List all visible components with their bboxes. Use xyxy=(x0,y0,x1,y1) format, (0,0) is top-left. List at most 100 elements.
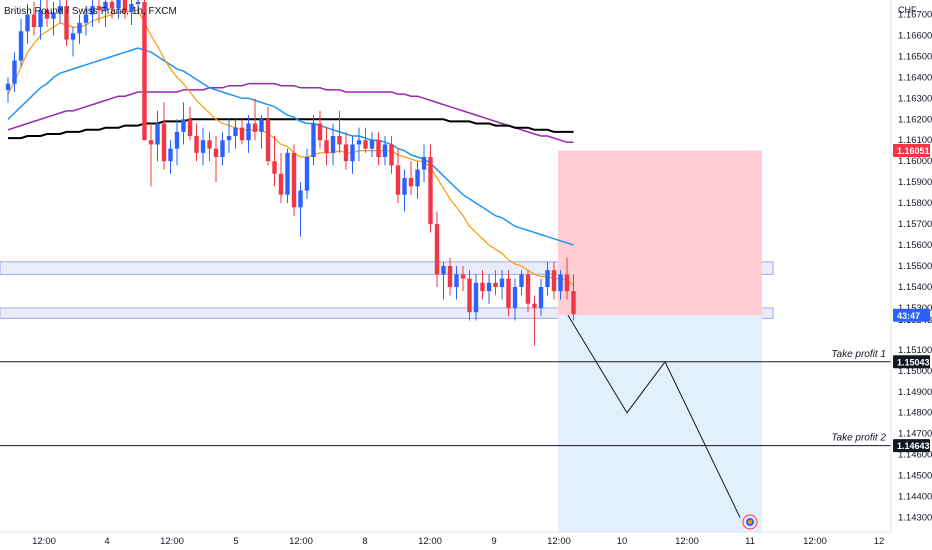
candle xyxy=(122,0,128,19)
candle xyxy=(551,261,557,300)
time-tick-label: 12:00 xyxy=(547,536,571,547)
support-zone[interactable] xyxy=(0,307,774,319)
candle xyxy=(434,211,440,287)
time-tick-label: 8 xyxy=(362,536,367,547)
price-tick-label: 1.16300 xyxy=(898,93,932,104)
price-tick-label: 1.14300 xyxy=(898,513,932,524)
candle xyxy=(538,278,544,317)
candle xyxy=(83,6,89,36)
price-tick-label: 1.14600 xyxy=(898,450,932,461)
candle xyxy=(285,148,290,204)
candle xyxy=(454,266,459,300)
candle xyxy=(532,295,537,346)
projection-line[interactable] xyxy=(567,315,741,518)
candle xyxy=(447,257,453,296)
candle xyxy=(356,127,362,162)
time-tick-label: 12:00 xyxy=(32,536,56,547)
target-zone[interactable] xyxy=(558,315,762,532)
candle xyxy=(304,148,310,199)
price-tag xyxy=(893,308,930,322)
candle xyxy=(239,119,245,145)
ema-slow-line xyxy=(7,82,574,144)
price-axis[interactable]: 1.14300 1.14400 1.14500 1.14600 1.14700 1.148… xyxy=(898,9,932,523)
candle xyxy=(109,0,115,19)
candle xyxy=(571,274,576,321)
price-tick-label: 1.16100 xyxy=(898,135,932,146)
candle xyxy=(259,115,264,149)
candle xyxy=(252,98,258,141)
candle xyxy=(200,127,206,166)
time-tick-label: 12:00 xyxy=(803,536,827,547)
price-tick-label: 1.15100 xyxy=(898,345,932,356)
candle xyxy=(77,14,82,44)
candle xyxy=(376,131,381,166)
candle xyxy=(135,0,141,15)
price-tick-label: 1.16400 xyxy=(898,72,932,83)
candle xyxy=(421,144,427,183)
stop-loss-zone[interactable] xyxy=(558,150,762,316)
candle xyxy=(337,110,342,153)
time-tick-label: 9 xyxy=(491,536,496,547)
projection-path[interactable] xyxy=(567,315,741,518)
time-tick-label: 10 xyxy=(617,536,628,547)
candle xyxy=(330,123,336,166)
candle xyxy=(161,102,167,170)
candle xyxy=(558,270,563,300)
candles-layer xyxy=(5,0,576,346)
candle xyxy=(317,110,323,149)
time-axis[interactable]: 12:00 4 12:00 5 12:00 8 12:00 9 12:00 10 12:00 11 12… xyxy=(32,536,884,547)
candle xyxy=(389,136,394,174)
price-tick-label: 1.14800 xyxy=(898,408,932,419)
candle xyxy=(324,127,329,166)
candle xyxy=(369,131,375,158)
take-profit-2-label: Take profit 2 xyxy=(831,433,886,444)
take-profit-1-label: Take profit 1 xyxy=(831,349,886,360)
price-tick-label: 1.15300 xyxy=(898,303,932,314)
price-tick-label: 1.15600 xyxy=(898,240,932,251)
candle xyxy=(350,136,355,174)
take-profit-lines[interactable]: Take profit 1 Take profit 2 xyxy=(0,349,891,447)
candle xyxy=(278,152,284,204)
candle xyxy=(395,148,401,204)
candle xyxy=(506,270,511,317)
candle xyxy=(174,119,180,166)
position-tool[interactable] xyxy=(558,150,762,532)
candle xyxy=(5,77,11,103)
candle xyxy=(415,161,420,199)
price-tag-label: 1.15043 xyxy=(897,357,930,367)
candle xyxy=(226,119,232,153)
price-tick-label: 1.15500 xyxy=(898,261,932,272)
price-tick-label: 1.14700 xyxy=(898,429,932,440)
candle xyxy=(44,0,50,28)
candle xyxy=(519,270,524,296)
time-tick-label: 5 xyxy=(233,536,238,547)
price-tick-label: 1.14400 xyxy=(898,492,932,503)
price-tick-label: 1.15400 xyxy=(898,282,932,293)
candle xyxy=(291,144,297,216)
candle xyxy=(96,0,102,23)
candle xyxy=(460,266,466,292)
candle xyxy=(25,4,30,44)
candle xyxy=(545,261,550,296)
candle xyxy=(207,131,212,162)
price-tag xyxy=(893,144,930,158)
ema-200-line xyxy=(8,118,574,140)
price-tag-label: 1.16051 xyxy=(897,146,930,156)
price-tick-label: 1.14500 xyxy=(898,471,932,482)
candle xyxy=(148,123,154,187)
chart-title: British Pound / Swiss Franc, 1h, FXCM xyxy=(4,6,177,17)
candle xyxy=(129,0,134,25)
ema-mid-line xyxy=(7,47,574,246)
candle xyxy=(18,18,24,67)
price-tag xyxy=(893,355,930,369)
indicator-lines xyxy=(7,9,574,286)
candle xyxy=(213,136,219,183)
tradingview-logo-icon[interactable] xyxy=(742,514,758,530)
ema-fast-line xyxy=(7,9,574,286)
candle xyxy=(473,274,479,321)
candle xyxy=(187,106,193,141)
candle xyxy=(142,0,147,141)
time-tick-label: 12 xyxy=(874,536,885,547)
